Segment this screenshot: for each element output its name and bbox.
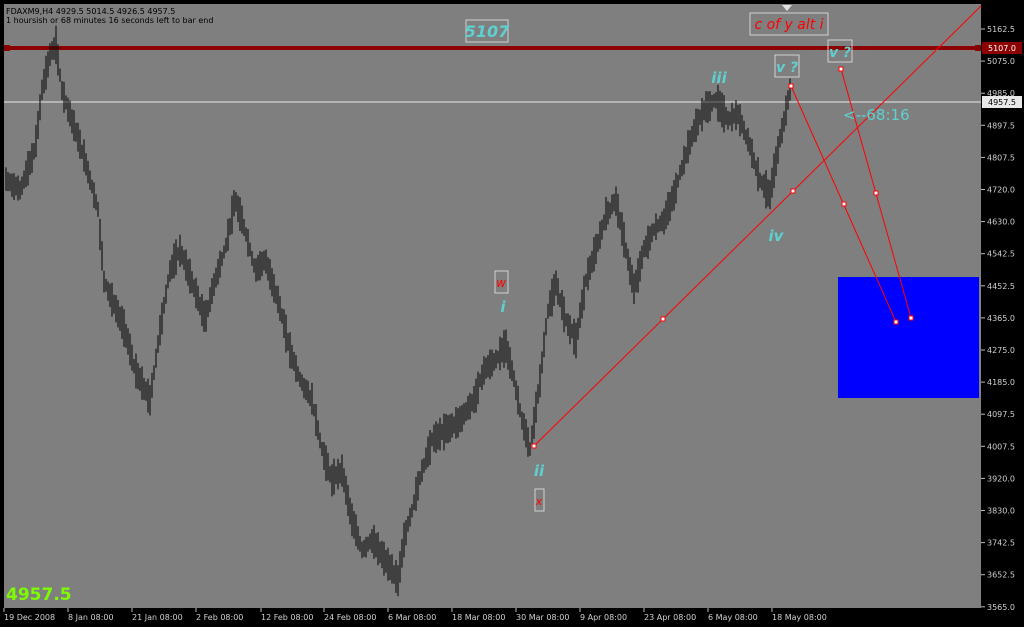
time-axis: 19 Dec 2008 8 Jan 08:00 21 Jan 08:00 2 Feb …	[3, 608, 827, 622]
price-tick-label: 5162.5	[987, 25, 1015, 34]
time-tick-label: 2 Feb 08:00	[196, 613, 243, 622]
label-box-wave-v-alt[interactable]	[827, 39, 853, 63]
symbol-info-line: FDAXM9,H4 4929.5 5014.5 4926.5 4957.5	[6, 7, 176, 16]
anchor-point[interactable]	[908, 315, 914, 321]
anchor-point[interactable]	[893, 319, 899, 325]
marker-w-label: w	[496, 276, 506, 290]
time-tick-label: 9 Apr 08:00	[580, 613, 627, 622]
time-tick-label: 23 Apr 08:00	[644, 613, 696, 622]
time-tick-label: 6 May 08:00	[708, 613, 758, 622]
price-tick-label: 4720.0	[987, 186, 1015, 195]
anchor-point[interactable]	[841, 201, 847, 207]
anchor-point[interactable]	[788, 83, 794, 89]
price-tick-label: 4452.5	[987, 282, 1015, 291]
resistance-label: 5107	[465, 22, 510, 41]
time-tick-label: 12 Feb 08:00	[261, 613, 313, 622]
price-tick-label: 3565.0	[987, 603, 1015, 612]
trendline-support[interactable]	[533, 5, 982, 447]
price-tick-label: 4007.5	[987, 442, 1015, 451]
anchor-point[interactable]	[790, 188, 796, 194]
time-tick-label: 19 Dec 2008	[4, 613, 55, 622]
alt-count-label: c of y alt i	[754, 17, 823, 33]
label-box-alt-count[interactable]	[749, 12, 829, 36]
time-tick-label: 6 Mar 08:00	[388, 613, 436, 622]
time-tick-label: 24 Feb 08:00	[324, 613, 376, 622]
anchor-point[interactable]	[531, 443, 537, 449]
wave-v-alt-label: v ?	[829, 45, 851, 61]
candles-series	[5, 25, 791, 597]
price-tick-label: 4807.5	[987, 153, 1015, 162]
price-tick-label: 4630.0	[987, 218, 1015, 227]
price-tick-label: 3830.0	[987, 507, 1015, 516]
price-tick-label: 3652.5	[987, 571, 1015, 580]
resistance-price-tag-text: 5107.0	[988, 44, 1016, 53]
wave-ii-label[interactable]: ii	[534, 462, 545, 480]
price-tick-label: 4185.0	[987, 378, 1015, 387]
price-tick-label: 3920.0	[987, 474, 1015, 483]
plot-area[interactable]	[4, 4, 981, 608]
price-tick-label: 4097.5	[987, 410, 1015, 419]
price-tick-label: 3742.5	[987, 539, 1015, 548]
resistance-price-tag	[982, 42, 1022, 54]
anchor-point[interactable]	[838, 66, 844, 72]
countdown-info-line: 1 hoursish or 68 minutes 16 seconds left…	[6, 16, 214, 25]
label-box-wave-v[interactable]	[774, 54, 800, 78]
time-tick-label: 30 Mar 08:00	[516, 613, 569, 622]
time-tick-label: 8 Jan 08:00	[68, 613, 114, 622]
label-box-5107[interactable]	[465, 19, 509, 43]
price-axis: 5162.5 5075.0 4985.0 4897.5 4807.5 4720.0 4630…	[981, 25, 1015, 612]
price-tick-label: 5075.0	[987, 57, 1015, 66]
price-tick-label: 4542.5	[987, 250, 1015, 259]
time-tick-label: 21 Jan 08:00	[132, 613, 183, 622]
price-tick-label: 4897.5	[987, 121, 1015, 130]
resistance-line-handle-left[interactable]	[4, 45, 10, 51]
wave-v-label: v ?	[776, 60, 798, 76]
wave-iii-label[interactable]: iii	[711, 69, 727, 87]
time-tick-label: 18 May 08:00	[772, 613, 827, 622]
wave-i-label[interactable]: i	[500, 298, 506, 316]
anchor-point[interactable]	[873, 190, 879, 196]
countdown-arrow-label[interactable]: <--68:16	[843, 106, 910, 124]
label-box-w[interactable]	[494, 270, 509, 294]
current-price-tag	[982, 96, 1022, 108]
marker-x-label: x	[535, 495, 543, 508]
price-tick-label: 4365.0	[987, 314, 1015, 323]
trendline-anchors[interactable]	[531, 66, 914, 449]
time-tick-label: 18 Mar 08:00	[452, 613, 505, 622]
price-tick-label: 4985.0	[987, 89, 1015, 98]
price-tick-label: 4275.0	[987, 346, 1015, 355]
wave-iv-label[interactable]: iv	[769, 227, 785, 245]
anchor-point[interactable]	[660, 316, 666, 322]
current-bar-arrow-icon	[782, 5, 792, 11]
resistance-line-handle-right[interactable]	[975, 45, 981, 51]
target-zone-box[interactable]	[838, 277, 979, 398]
current-price-display: 4957.5	[6, 585, 72, 605]
label-box-x[interactable]	[534, 488, 545, 512]
current-price-tag-text: 4957.5	[988, 98, 1016, 107]
